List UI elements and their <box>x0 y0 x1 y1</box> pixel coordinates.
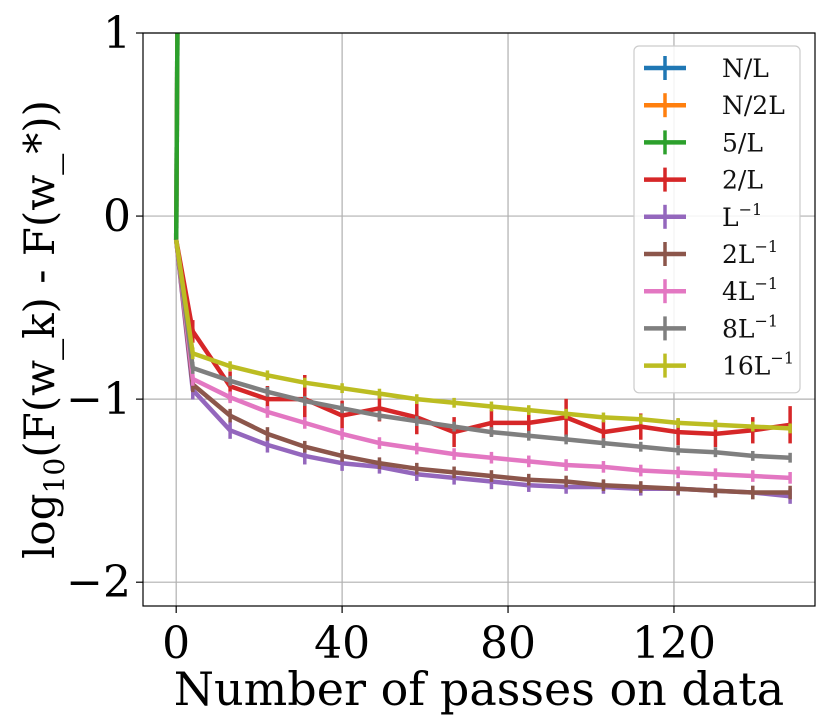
legend-label-2: 5/L <box>722 128 763 157</box>
legend-label-1: N/2L <box>722 91 785 120</box>
legend-item-3: 2/L <box>644 166 763 195</box>
legend-label-8: 16L−1 <box>722 349 794 381</box>
y-axis-label-text: log10(F(w_k) - F(w_*)) <box>15 100 71 559</box>
y-tick-label-2: −1 <box>66 374 131 425</box>
legend-label-3: 2/L <box>722 166 763 195</box>
legend: N/L N/2L 5/L 2/L L−1 2L−1 4L−1 8L−1 16L−1 <box>633 45 801 394</box>
series-layer <box>173 33 792 504</box>
series-6 <box>173 239 792 484</box>
legend-label-4: L−1 <box>722 200 762 232</box>
series-line-2 <box>173 33 180 240</box>
legend-item-2: 5/L <box>644 128 763 157</box>
legend-item-5: 2L−1 <box>644 237 778 269</box>
series-7 <box>173 239 792 463</box>
legend-label-6: 4L−1 <box>722 274 778 306</box>
legend-frame <box>633 45 801 394</box>
y-tick-label-3: −2 <box>66 557 131 608</box>
x-tick-label-0: 0 <box>162 618 190 669</box>
legend-item-1: N/2L <box>644 91 785 120</box>
legend-item-4: L−1 <box>644 200 762 232</box>
x-tick-label-3: 120 <box>632 618 716 669</box>
series-line-6 <box>173 239 791 481</box>
x-axis-label: Number of passes on data <box>174 662 784 716</box>
y-tick-label-1: 0 <box>103 191 131 242</box>
legend-label-7: 8L−1 <box>722 311 778 343</box>
legend-item-8: 16L−1 <box>644 349 794 381</box>
legend-item-7: 8L−1 <box>644 311 778 343</box>
series-line-5 <box>173 239 791 495</box>
series-line-8 <box>173 239 791 431</box>
series-2 <box>173 33 180 240</box>
x-tick-label-2: 80 <box>480 618 536 669</box>
x-tick-label-1: 40 <box>314 618 370 669</box>
y-axis-label: log10(F(w_k) - F(w_*)) <box>15 100 71 559</box>
series-8 <box>173 239 792 434</box>
legend-item-0: N/L <box>644 54 769 83</box>
axis-ticks: 0 40 80 120 1 0 −1 −2 <box>66 8 716 669</box>
series-line-7 <box>173 239 791 460</box>
plot-frame <box>142 32 816 607</box>
legend-label-5: 2L−1 <box>722 237 778 269</box>
y-tick-label-0: 1 <box>103 8 131 59</box>
legend-item-6: 4L−1 <box>644 274 778 306</box>
series-5 <box>173 239 792 500</box>
legend-label-0: N/L <box>722 54 769 83</box>
